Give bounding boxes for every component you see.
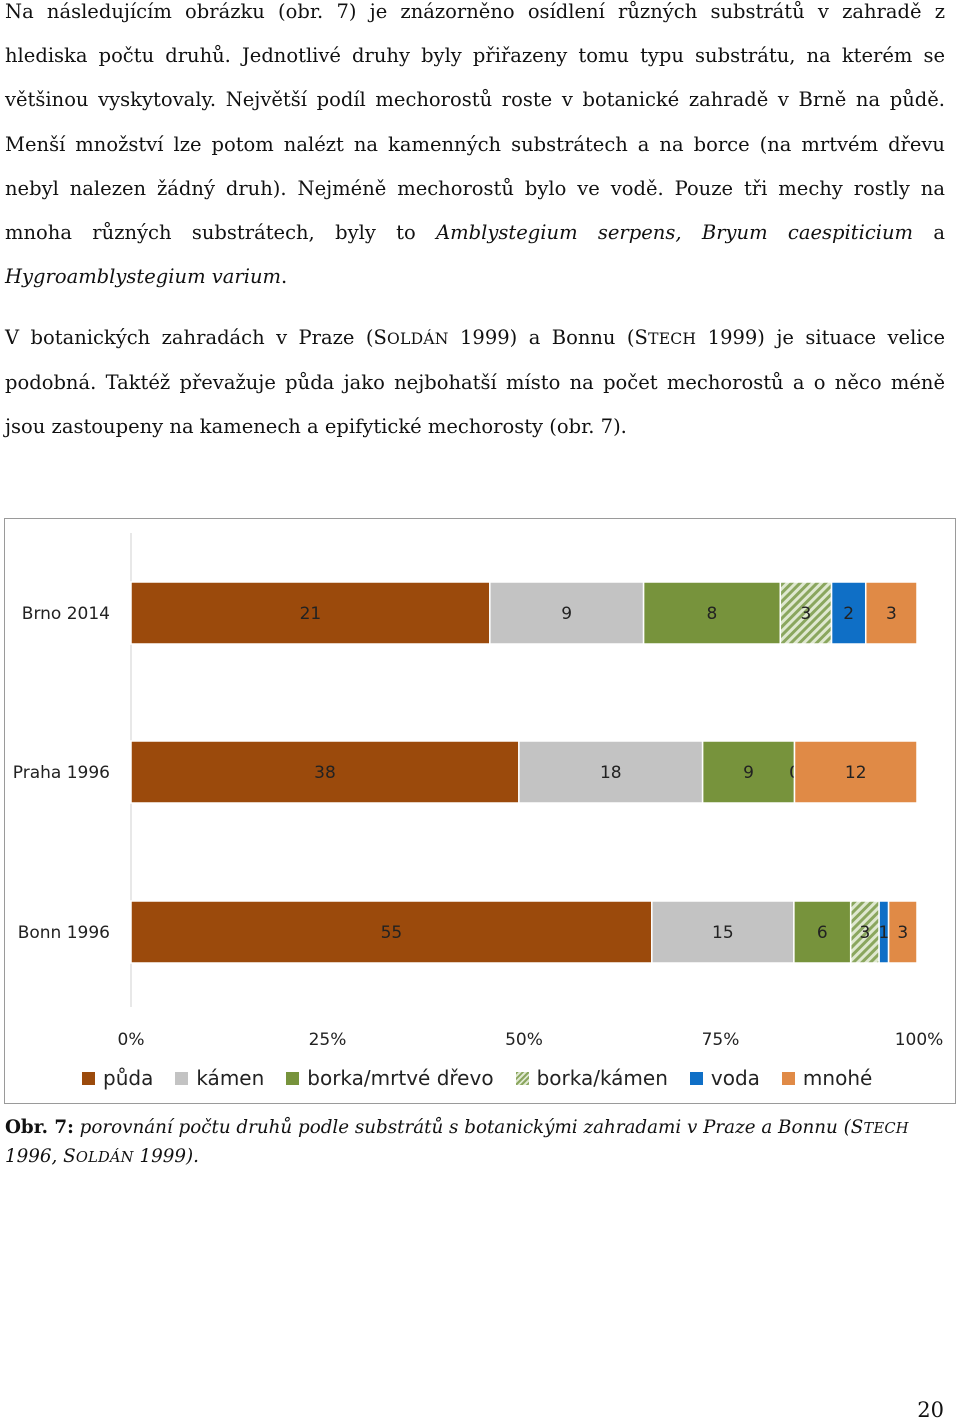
paragraph-2-text-2: 1999) a Bonnu ( (448, 326, 635, 349)
legend-label: mnohé (802, 1066, 873, 1090)
legend-item: borka/kámen (515, 1066, 668, 1090)
species-name-2: Hygroamblystegium varium (5, 265, 282, 289)
author-stech: STECH (634, 326, 697, 349)
data-label: 9 (561, 604, 572, 624)
data-label: 6 (817, 923, 828, 943)
legend-swatch (286, 1071, 300, 1085)
caption-text-2: 1996, (5, 1146, 64, 1167)
caption-author-stech: STECH (850, 1117, 909, 1138)
data-label: 15 (712, 923, 734, 943)
bar-segment (887, 900, 918, 964)
caption-text-1: porovnání počtu druhů podle substrátů s … (73, 1117, 851, 1138)
legend-label: borka/mrtvé dřevo (307, 1066, 494, 1090)
bar-segment (130, 581, 491, 645)
bar-segment (651, 900, 795, 964)
category-label: Brno 2014 (22, 604, 110, 624)
legend-item: voda (689, 1066, 760, 1090)
x-axis-ticks: 0% 25% 50% 75% 100% (118, 1030, 944, 1050)
data-label: 21 (300, 604, 322, 624)
bar-segment (849, 900, 880, 964)
legend-swatch (515, 1071, 529, 1085)
legend-label: borka/kámen (536, 1066, 668, 1090)
author-soldan: SOLDÁN (373, 326, 449, 349)
bar-segment (130, 740, 520, 804)
paragraph-2-text-3: 1999) je situace velice podobná. Taktéž … (5, 326, 945, 439)
figure-caption: Obr. 7: porovnání počtu druhů podle subs… (5, 1114, 950, 1172)
page-number: 20 (917, 1398, 944, 1422)
paragraph-2-text-1: V botanických zahradách v Praze ( (5, 326, 374, 349)
x-tick-label: 75% (702, 1030, 740, 1050)
period: . (281, 265, 288, 289)
bar-segment (793, 740, 918, 804)
caption-label: Obr. 7: (5, 1117, 74, 1138)
paragraph-1: Na následujícím obrázku (obr. 7) je znáz… (5, 0, 945, 299)
paragraph-2: V botanických zahradách v Praze (SOLDÁN … (5, 316, 945, 450)
category-label: Praha 1996 (13, 763, 110, 783)
data-label: 2 (843, 604, 854, 624)
bar-segment (518, 740, 704, 804)
legend-item: mnohé (781, 1066, 873, 1090)
legend-label: voda (710, 1066, 760, 1090)
x-tick-label: 100% (895, 1030, 944, 1050)
legend-item: borka/mrtvé dřevo (286, 1066, 494, 1090)
chart-legend: půda kámen borka/mrtvé dřevo borka/kámen vod… (82, 1062, 894, 1094)
bar-segment (701, 740, 796, 804)
data-label: 3 (801, 604, 812, 624)
data-label: 1 (878, 923, 889, 943)
legend-item: půda (82, 1066, 153, 1090)
bar-segment (793, 900, 852, 964)
legend-swatch (175, 1071, 189, 1085)
data-label: 3 (886, 604, 897, 624)
data-label: 8 (707, 604, 718, 624)
legend-label: kámen (196, 1066, 265, 1090)
legend-swatch (82, 1071, 95, 1085)
bar-segment (130, 900, 653, 964)
data-label: 3 (860, 923, 871, 943)
legend-swatch (781, 1071, 795, 1085)
legend-item: kámen (175, 1066, 264, 1090)
data-label: 38 (314, 763, 336, 783)
data-label: 3 (897, 923, 908, 943)
caption-text-3: 1999). (133, 1146, 199, 1167)
species-names-1: Amblystegium serpens, Bryum caespiticium (436, 221, 914, 245)
data-label: 55 (381, 923, 403, 943)
conjunction: a (913, 221, 945, 245)
legend-label: půda (103, 1066, 154, 1090)
bar-segment (779, 581, 833, 645)
caption-author-soldan: SOLDÁN (63, 1146, 134, 1167)
legend-swatch (689, 1071, 703, 1085)
paragraph-1-text: Na následujícím obrázku (obr. 7) je znáz… (5, 0, 945, 245)
data-label: 12 (845, 763, 867, 783)
x-tick-label: 50% (505, 1030, 543, 1050)
x-tick-label: 25% (309, 1030, 347, 1050)
bar-segment (830, 581, 867, 645)
category-label: Bonn 1996 (18, 923, 110, 943)
data-label: 9 (743, 763, 754, 783)
data-label: 18 (600, 763, 622, 783)
x-tick-label: 0% (118, 1030, 145, 1050)
bar-segment (864, 581, 918, 645)
